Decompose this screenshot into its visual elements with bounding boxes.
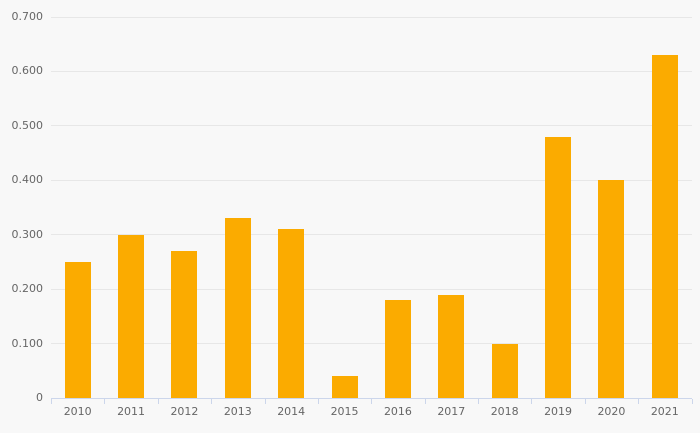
x-axis-tick [264, 399, 266, 404]
y-gridline [51, 234, 692, 236]
x-axis-label-2011: 2011 [117, 405, 146, 418]
y-gridline [51, 70, 692, 72]
x-axis-tick [424, 399, 426, 404]
x-axis-tick [584, 399, 586, 404]
x-axis-label-2019: 2019 [544, 405, 573, 418]
bar-2020[interactable] [598, 180, 625, 398]
y-axis-tick-label: 0.700 [11, 10, 44, 23]
x-axis-tick [51, 399, 52, 404]
bar-2019[interactable] [545, 136, 572, 398]
x-axis-label-2010: 2010 [63, 405, 92, 418]
bar-2021[interactable] [651, 55, 678, 398]
y-gridline [51, 288, 692, 290]
y-axis-tick-label: 0.200 [11, 282, 44, 296]
bar-2014[interactable] [278, 229, 305, 398]
x-axis-tick [371, 399, 373, 404]
y-gridline [51, 125, 692, 127]
bar-2016[interactable] [384, 300, 411, 398]
x-axis-tick [478, 399, 479, 404]
y-axis-tick-label: 0.500 [11, 118, 44, 132]
y-axis-tick-label: 0.600 [11, 64, 44, 78]
bar-2018[interactable] [491, 343, 518, 398]
bar-2017[interactable] [438, 294, 465, 398]
y-gridline [51, 16, 692, 18]
x-axis-tick [104, 399, 106, 404]
y-gridline [51, 179, 692, 181]
y-axis-tick-label: 0.100 [11, 336, 44, 350]
bar-2011[interactable] [118, 234, 145, 398]
x-axis-tick [691, 399, 693, 404]
bar-2012[interactable] [171, 251, 198, 398]
bar-2013[interactable] [224, 218, 251, 398]
x-axis-tick [157, 399, 159, 404]
x-axis-label-2014: 2014 [277, 405, 306, 418]
x-axis-label-2015: 2015 [330, 405, 359, 418]
x-axis-tick [531, 399, 533, 404]
x-axis-label-2012: 2012 [170, 405, 199, 418]
x-axis-label-2013: 2013 [223, 405, 252, 418]
bar-2010[interactable] [64, 261, 91, 398]
x-axis-label-2020: 2020 [597, 405, 626, 418]
x-axis-line [51, 398, 692, 399]
x-axis-label-2021: 2021 [650, 405, 679, 418]
x-axis-tick [211, 399, 213, 404]
x-axis-label-2016: 2016 [383, 405, 412, 418]
y-axis-tick-label: 0.400 [11, 173, 44, 187]
y-axis-tick-label: 0 [36, 391, 43, 404]
x-axis-tick [317, 399, 319, 404]
x-axis-tick [638, 399, 640, 404]
y-axis-tick-label: 0.300 [11, 227, 44, 241]
x-axis-label-2018: 2018 [490, 405, 519, 418]
x-axis-label-2017: 2017 [437, 405, 466, 418]
bar-2015[interactable] [331, 376, 358, 398]
y-gridline [51, 343, 692, 345]
